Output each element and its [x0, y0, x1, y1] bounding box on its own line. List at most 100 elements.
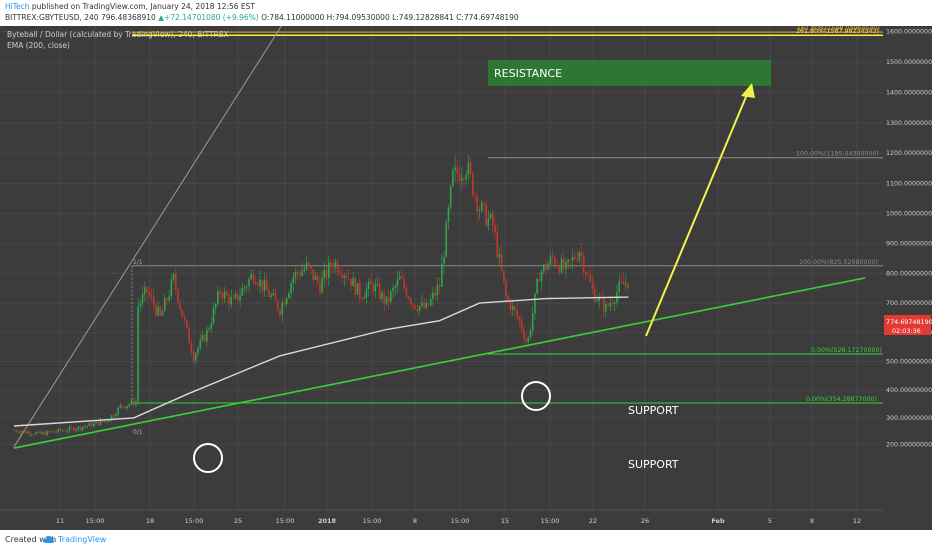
candle-body — [172, 273, 175, 280]
current-price: 796.48368910 — [100, 13, 156, 22]
price-change: +72.14701080 (+9.96%) — [164, 13, 259, 22]
axis-panel[interactable] — [883, 26, 932, 510]
x-tick-label: 18 — [146, 517, 154, 525]
support-circle-2 — [521, 381, 551, 411]
candle-body — [292, 277, 295, 284]
candle-body — [567, 259, 569, 263]
candle-body — [325, 269, 328, 278]
candle-body — [618, 281, 620, 293]
candle-body — [387, 296, 390, 302]
candle-body — [281, 303, 284, 316]
fib-level-label: 0.00%(526.17270000) — [811, 347, 882, 354]
candle-body — [460, 178, 463, 182]
candle-body — [288, 293, 290, 299]
candle-body — [547, 263, 550, 270]
candle-body — [354, 277, 357, 295]
candle-body — [582, 256, 585, 273]
candle-body — [505, 281, 507, 296]
price-chart[interactable]: Byteball / Dollar (calculated by Trading… — [0, 6, 932, 530]
candle-body — [279, 309, 281, 316]
candle-body — [571, 256, 574, 261]
x-tick-label: 8 — [413, 517, 417, 525]
y-tick-label: 1600.00000000 — [886, 29, 932, 36]
candle-body — [179, 303, 182, 310]
candle-body — [143, 287, 146, 294]
candle-body — [489, 213, 492, 218]
candle-body — [449, 186, 452, 208]
y-tick-label: 800.00000000 — [886, 270, 932, 277]
candle-body — [605, 304, 607, 312]
candle-body — [549, 256, 552, 264]
published-text: published on TradingView.com, January 24… — [31, 2, 255, 11]
x-tick-label: 15:00 — [541, 517, 560, 525]
candle-body — [252, 274, 255, 282]
candle-body — [494, 225, 496, 233]
candle-body — [81, 427, 84, 430]
candle-body — [208, 328, 210, 330]
candle-body — [327, 262, 330, 278]
candle-body — [580, 252, 583, 257]
tradingview-cloud-icon — [44, 536, 54, 543]
candle-body — [487, 217, 490, 226]
candle-body — [576, 259, 578, 261]
candle-body — [75, 429, 77, 431]
candle-body — [219, 291, 221, 294]
candle-body — [485, 203, 487, 226]
candle-body — [534, 293, 536, 314]
candle-body — [565, 262, 567, 269]
candle-body — [516, 310, 518, 317]
candle-body — [210, 323, 213, 329]
candle-body — [101, 420, 104, 422]
support-label-1: SUPPORT — [628, 404, 679, 417]
candle-body — [359, 283, 361, 299]
candle-body — [558, 266, 561, 273]
candle-body — [492, 213, 494, 226]
candle-body — [190, 343, 193, 353]
candle-body — [436, 285, 439, 296]
candle-body — [135, 401, 137, 405]
candle-body — [223, 291, 226, 299]
candle-body — [110, 415, 113, 421]
candle-body — [272, 293, 275, 296]
candle-body — [319, 282, 321, 293]
candle-body — [587, 274, 589, 276]
last-price-value: 774.69748190 — [886, 318, 932, 326]
candle-body — [403, 278, 405, 288]
ohlc-values: O:784.11000000 H:794.09530000 L:749.1282… — [261, 13, 519, 22]
candle-body — [336, 261, 339, 273]
candle-body — [381, 292, 383, 300]
candle-body — [186, 320, 188, 328]
upper-trendline — [13, 6, 294, 448]
candle-body — [598, 296, 600, 301]
candle-body — [194, 353, 197, 361]
ema-line — [13, 296, 629, 427]
candle-body — [394, 286, 397, 289]
candle-body — [589, 274, 592, 283]
candle-body — [365, 288, 368, 298]
resistance-box — [488, 60, 771, 86]
candle-body — [441, 263, 443, 287]
candle-body — [232, 297, 235, 299]
candle-body — [551, 256, 554, 258]
candle-body — [480, 202, 483, 211]
y-tick-label: 400.00000000 — [886, 387, 932, 394]
candle-body — [263, 280, 266, 291]
chart-area[interactable]: Byteball / Dollar (calculated by Trading… — [0, 6, 932, 530]
candle-body — [13, 430, 15, 431]
candle-body — [545, 264, 547, 270]
candle-body — [119, 405, 122, 408]
tradingview-brand[interactable]: TradingView — [58, 535, 107, 544]
x-tick-label: 11 — [56, 517, 64, 525]
candle-body — [241, 288, 244, 296]
candle-body — [237, 294, 239, 301]
candle-body — [22, 430, 24, 432]
candle-body — [625, 283, 627, 285]
candle-body — [330, 262, 332, 267]
candle-body — [476, 195, 479, 212]
candle-body — [48, 431, 51, 433]
candle-body — [290, 283, 292, 294]
candle-body — [221, 293, 224, 299]
x-tick-label: 25 — [234, 517, 242, 525]
candle-body — [622, 281, 625, 285]
author-link[interactable]: HiTech — [5, 2, 30, 11]
